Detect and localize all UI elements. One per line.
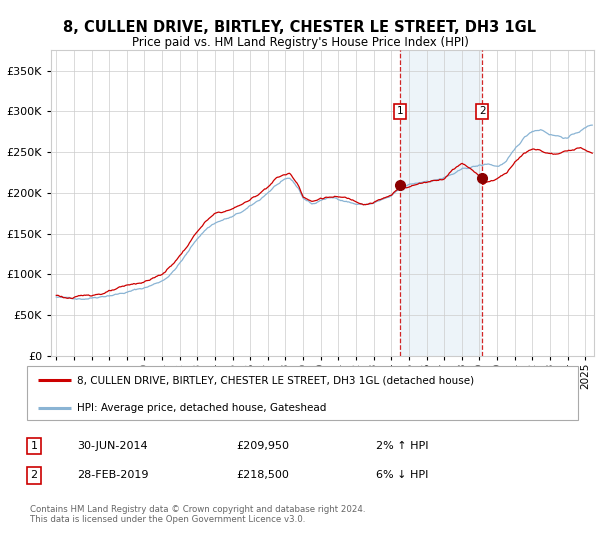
Text: 2: 2 — [479, 106, 486, 116]
Text: Price paid vs. HM Land Registry's House Price Index (HPI): Price paid vs. HM Land Registry's House … — [131, 36, 469, 49]
Bar — [400, 50, 482, 356]
Text: 8, CULLEN DRIVE, BIRTLEY, CHESTER LE STREET, DH3 1GL (detached house): 8, CULLEN DRIVE, BIRTLEY, CHESTER LE STR… — [77, 375, 474, 385]
Text: Contains HM Land Registry data © Crown copyright and database right 2024.
This d: Contains HM Land Registry data © Crown c… — [29, 505, 365, 524]
Text: £209,950: £209,950 — [236, 441, 289, 451]
Text: 2% ↑ HPI: 2% ↑ HPI — [376, 441, 428, 451]
Text: 28-FEB-2019: 28-FEB-2019 — [77, 470, 149, 480]
Text: 2: 2 — [31, 470, 38, 480]
FancyBboxPatch shape — [27, 366, 578, 421]
Text: HPI: Average price, detached house, Gateshead: HPI: Average price, detached house, Gate… — [77, 403, 326, 413]
Text: 1: 1 — [31, 441, 38, 451]
Text: 6% ↓ HPI: 6% ↓ HPI — [376, 470, 428, 480]
Text: £218,500: £218,500 — [236, 470, 289, 480]
Text: 1: 1 — [397, 106, 403, 116]
Text: 8, CULLEN DRIVE, BIRTLEY, CHESTER LE STREET, DH3 1GL: 8, CULLEN DRIVE, BIRTLEY, CHESTER LE STR… — [64, 20, 536, 35]
Text: 30-JUN-2014: 30-JUN-2014 — [77, 441, 148, 451]
